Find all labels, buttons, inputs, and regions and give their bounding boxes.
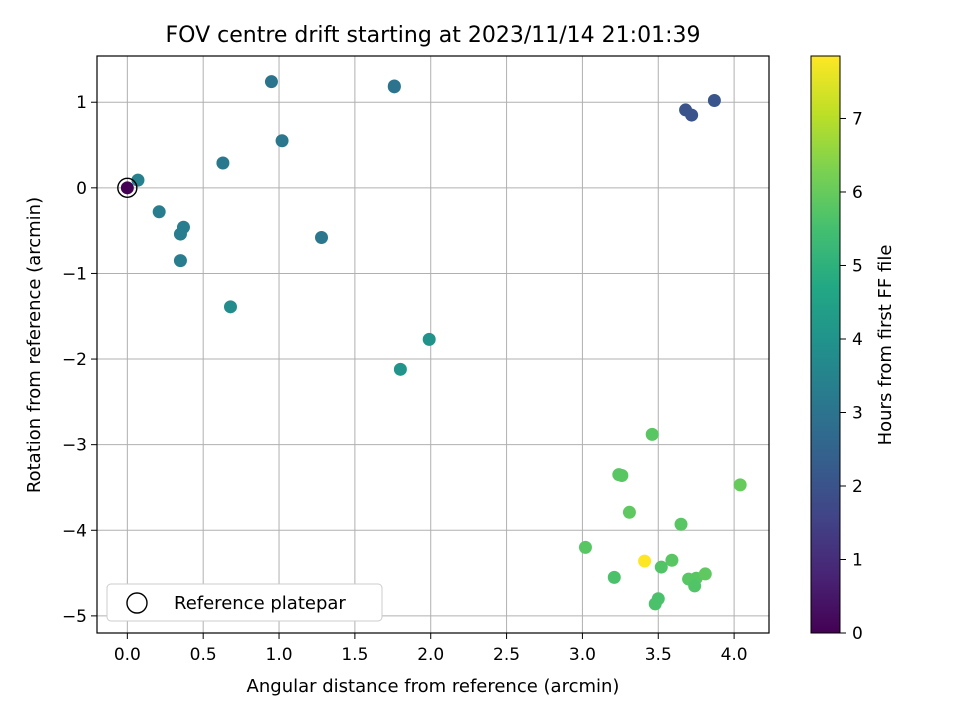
scatter-point bbox=[638, 554, 652, 568]
x-tick-label: 0.0 bbox=[114, 645, 141, 665]
colorbar-tick-label: 1 bbox=[852, 550, 863, 570]
scatter-point bbox=[615, 468, 629, 482]
y-tick-label: −3 bbox=[62, 436, 87, 456]
scatter-point bbox=[422, 332, 436, 346]
scatter-point bbox=[223, 300, 237, 314]
legend-label-reference: Reference platepar bbox=[174, 593, 346, 614]
scatter-point bbox=[698, 567, 712, 581]
scatter-point bbox=[216, 156, 230, 170]
x-tick-label: 0.5 bbox=[190, 645, 217, 665]
scatter-point bbox=[387, 79, 401, 93]
axes-frame bbox=[96, 55, 770, 634]
x-tick-label: 1.5 bbox=[341, 645, 368, 665]
scatter-point bbox=[654, 560, 668, 574]
scatter-point bbox=[152, 205, 166, 219]
scatter-point bbox=[733, 478, 747, 492]
colorbar-ticks: 0 1 2 3 4 5 6 7 bbox=[840, 109, 863, 644]
colorbar-tick-label: 4 bbox=[852, 330, 863, 350]
scatter-point bbox=[173, 254, 187, 268]
x-tick-label: 2.0 bbox=[417, 645, 444, 665]
colorbar-tick-label: 6 bbox=[852, 183, 863, 203]
scatter-point bbox=[315, 230, 329, 244]
y-tick-label: −1 bbox=[62, 264, 87, 284]
colorbar-tick-label: 0 bbox=[852, 624, 863, 644]
scatter-point bbox=[645, 427, 659, 441]
x-tick-label: 1.0 bbox=[266, 645, 293, 665]
colorbar: 0 1 2 3 4 5 6 7 Hours from first FF file bbox=[810, 55, 896, 644]
y-tick-label: 0 bbox=[76, 179, 87, 199]
colorbar-tick-label: 3 bbox=[852, 403, 863, 423]
scatter-point bbox=[578, 540, 592, 554]
colorbar-tick-label: 7 bbox=[852, 109, 863, 129]
y-tick-label: −5 bbox=[62, 607, 87, 627]
scatter-point bbox=[688, 579, 702, 593]
scatter-point bbox=[607, 570, 621, 584]
y-axis-ticks: −5 −4 −3 −2 −1 0 1 bbox=[62, 93, 97, 627]
colorbar-tick-label: 5 bbox=[852, 256, 863, 276]
scatter-point bbox=[131, 173, 145, 187]
scatter-point bbox=[648, 597, 662, 611]
y-axis-label: Rotation from reference (arcmin) bbox=[24, 197, 45, 493]
scatter-point bbox=[393, 362, 407, 376]
x-axis-ticks: 0.0 0.5 1.0 1.5 2.0 2.5 3.0 3.5 4.0 bbox=[114, 633, 748, 665]
x-tick-label: 2.5 bbox=[493, 645, 520, 665]
colorbar-gradient bbox=[810, 55, 841, 634]
chart-title: FOV centre drift starting at 2023/11/14 … bbox=[166, 23, 701, 48]
scatter-point bbox=[665, 553, 679, 567]
legend: Reference platepar bbox=[106, 583, 383, 622]
colorbar-label: Hours from first FF file bbox=[875, 245, 896, 446]
scatter-point bbox=[674, 517, 688, 531]
x-tick-label: 3.5 bbox=[645, 645, 672, 665]
scatter-point bbox=[275, 134, 289, 148]
legend-reference-marker bbox=[126, 592, 148, 614]
x-tick-label: 4.0 bbox=[721, 645, 748, 665]
scatter-point bbox=[707, 94, 721, 108]
x-axis-label: Angular distance from reference (arcmin) bbox=[247, 676, 620, 697]
y-tick-label: −4 bbox=[62, 521, 87, 541]
scatter-point bbox=[120, 181, 134, 195]
data-points bbox=[117, 75, 747, 611]
reference-platepar-marker bbox=[117, 177, 138, 199]
scatter-point bbox=[173, 227, 187, 241]
y-tick-label: 1 bbox=[76, 93, 87, 113]
scatter-point bbox=[685, 108, 699, 122]
scatter-point bbox=[264, 75, 278, 89]
legend-box bbox=[106, 583, 383, 622]
colorbar-tick-label: 2 bbox=[852, 477, 863, 497]
x-tick-label: 3.0 bbox=[569, 645, 596, 665]
y-tick-label: −2 bbox=[62, 350, 87, 370]
scatter-point bbox=[622, 505, 636, 519]
